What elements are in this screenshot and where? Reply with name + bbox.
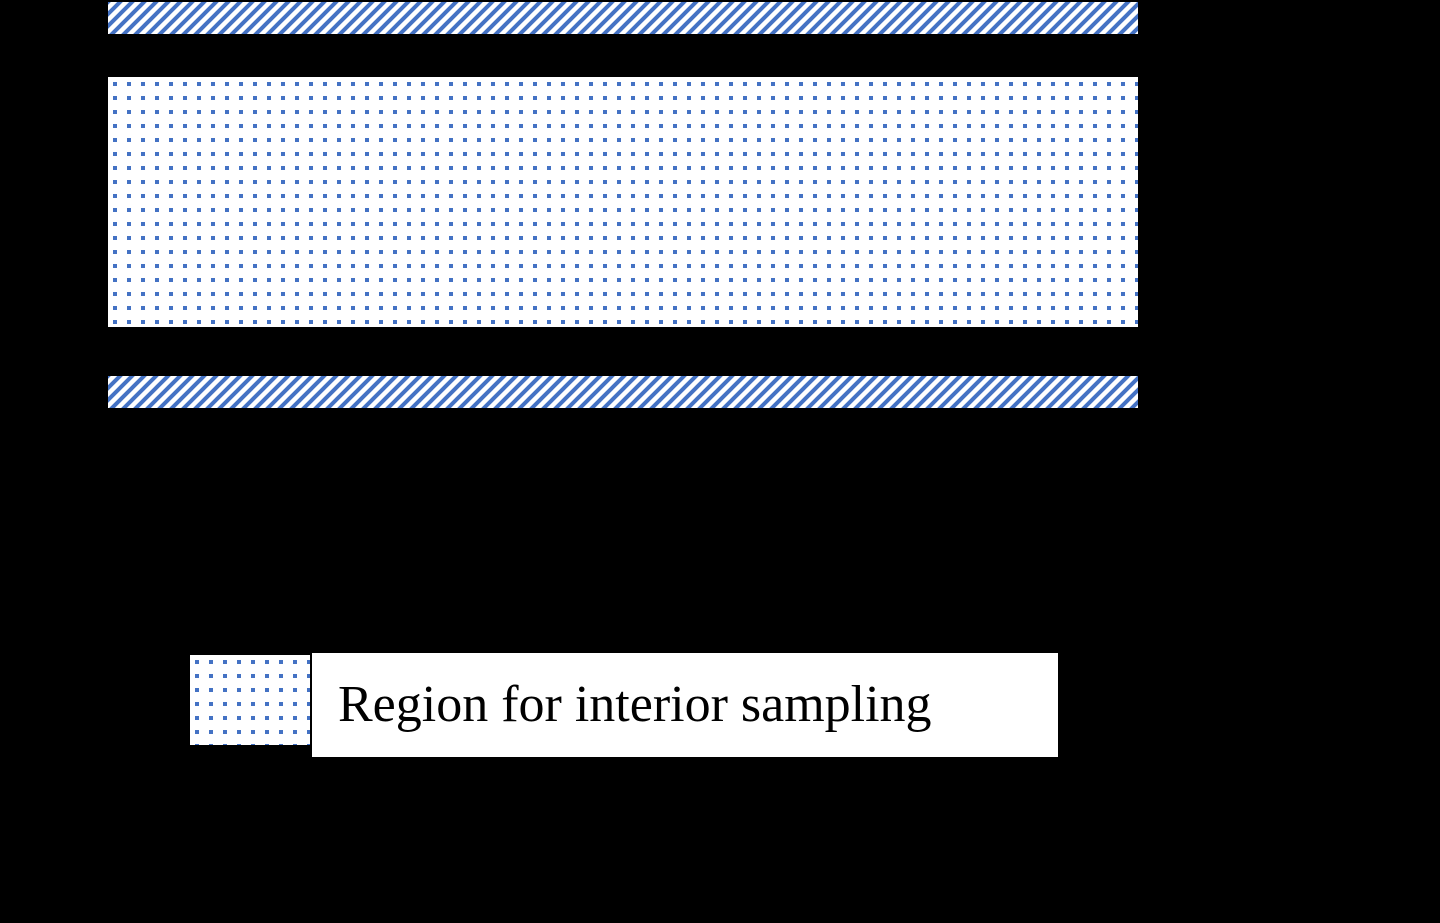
diagonal-bar-bottom <box>106 374 1140 410</box>
legend-label: Region for interior sampling <box>338 679 932 731</box>
diagonal-hatch-fill <box>108 376 1138 408</box>
legend-swatch <box>188 653 312 747</box>
dotted-region-bar <box>106 75 1140 329</box>
diagram-stage: Region for interior sampling <box>0 0 1440 923</box>
diagonal-bar-top <box>106 0 1140 36</box>
dot-fill <box>190 655 310 745</box>
diagonal-hatch-fill <box>108 2 1138 34</box>
dot-fill <box>108 77 1138 327</box>
